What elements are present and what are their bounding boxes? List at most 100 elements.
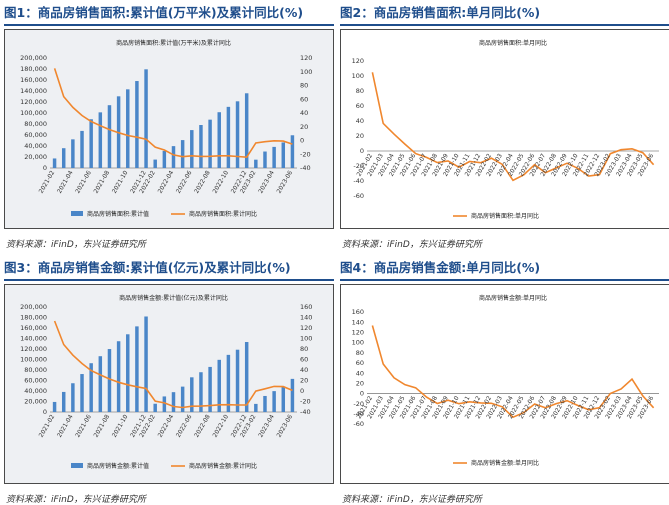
bar <box>80 374 84 412</box>
bar <box>263 395 267 412</box>
bar <box>254 159 258 168</box>
x-tick-label: 2022-06 <box>175 413 194 438</box>
bar <box>217 359 221 412</box>
bar <box>61 148 66 168</box>
y2-tick-label: 100 <box>300 335 312 343</box>
legend-line-label: 商品房销售金额:累计同比 <box>189 462 257 470</box>
y-tick-label: 100 <box>352 339 364 347</box>
bar <box>226 354 231 412</box>
y2-tick-label: 100 <box>300 68 312 76</box>
y-tick-label: 80,000 <box>24 366 47 374</box>
bar <box>98 356 103 412</box>
bar <box>162 150 167 168</box>
y2-tick-label: 80 <box>300 82 308 90</box>
y2-tick-label: 40 <box>300 366 308 374</box>
bar <box>171 146 176 168</box>
bar <box>135 81 139 168</box>
bar <box>61 391 66 412</box>
chart-title: 商品房销售金额:累计值(亿元)及累计同比 <box>119 294 228 302</box>
x-tick-label: 2021-10 <box>111 169 130 194</box>
y-tick-label: 0 <box>43 408 47 416</box>
legend-bar-label: 商品房销售面积:累计值 <box>87 210 149 218</box>
bar <box>226 106 231 168</box>
legend-bar-swatch <box>71 463 83 468</box>
bar <box>263 151 267 168</box>
x-tick-label: 2021-06 <box>74 169 93 194</box>
y-tick-label: 80,000 <box>24 120 47 128</box>
bar <box>272 391 276 412</box>
x-tick-label: 2023-04 <box>257 169 276 194</box>
legend-line-label: 商品房销售面积:单月同比 <box>471 212 539 220</box>
y2-tick-label: 80 <box>300 345 308 353</box>
bar <box>199 125 203 168</box>
x-tick-label: 2022-08 <box>193 413 212 438</box>
figure-2-source: 资料来源：iFinD，东兴证券研究所 <box>342 240 482 250</box>
y-tick-label: -20 <box>353 400 364 408</box>
y-tick-label: 0 <box>43 164 47 172</box>
bar <box>171 392 176 412</box>
bar <box>217 112 221 168</box>
bar <box>180 386 185 412</box>
chart-title: 商品房销售金额:单月同比 <box>479 294 547 302</box>
bar <box>116 341 121 412</box>
legend-bar-label: 商品房销售金额:累计值 <box>87 462 149 470</box>
series-line <box>371 325 655 419</box>
y2-tick-label: 40 <box>300 109 308 117</box>
y2-tick-label: -40 <box>300 408 311 416</box>
y-tick-label: 0 <box>360 390 364 398</box>
y-tick-label: 40,000 <box>24 387 47 395</box>
y2-tick-label: 160 <box>300 303 312 311</box>
bar <box>80 130 84 168</box>
bar <box>89 119 93 168</box>
bar <box>281 386 286 412</box>
figure-1-chart-box: 商品房销售面积:累计值(万平米)及累计同比 0 20,000 40,000 60,000… <box>4 29 334 229</box>
bar <box>144 69 148 168</box>
y2-tick-label: -40 <box>300 164 311 172</box>
bar <box>153 159 157 168</box>
chart-title: 商品房销售面积:累计值(万平米)及累计同比 <box>116 39 231 47</box>
x-tick-label: 2022-10 <box>212 169 231 194</box>
y-tick-label: 60 <box>356 102 364 110</box>
y2-tick-label: 120 <box>300 54 312 62</box>
x-tick-label: 2021-10 <box>111 413 130 438</box>
y-tick-label: -20 <box>353 162 364 170</box>
bar <box>190 377 194 412</box>
bar <box>153 403 157 412</box>
y2-tick-label: 0 <box>300 387 304 395</box>
x-tick-label: 2022-08 <box>193 169 212 194</box>
bar <box>135 326 139 412</box>
x-tick-label: 2023-06 <box>276 413 295 438</box>
bar <box>107 105 112 168</box>
bar <box>107 349 112 412</box>
bar <box>290 135 295 168</box>
legend-line-label: 商品房销售金额:单月同比 <box>471 459 539 467</box>
figure-2-heading: 图2：商品房销售面积:单月同比(%) <box>340 2 669 26</box>
x-tick-label: 2022-04 <box>157 413 176 438</box>
y-tick-label: 120 <box>352 57 364 65</box>
y-tick-label: 100 <box>352 72 364 80</box>
y-tick-label: 100,000 <box>20 356 47 364</box>
x-tick-label: 2021-02 <box>38 413 57 438</box>
bar <box>244 342 249 412</box>
bar <box>71 383 75 412</box>
series-line <box>53 320 293 409</box>
y-tick-label: -60 <box>353 420 364 428</box>
y-tick-label: -40 <box>353 410 364 418</box>
y-tick-label: 200,000 <box>20 303 47 311</box>
x-tick-label: 2023-04 <box>257 413 276 438</box>
y2-tick-label: 140 <box>300 314 312 322</box>
x-tick-label: 2021-08 <box>93 413 112 438</box>
chart-title: 商品房销售面积:单月同比 <box>479 39 547 47</box>
y-tick-label: 60,000 <box>24 377 47 385</box>
figure-3-chart: 商品房销售金额:累计值(亿元)及累计同比 0 20,000 40,000 60,000 8… <box>20 294 312 470</box>
bar <box>208 119 212 168</box>
bar <box>290 378 295 412</box>
figure-4-chart-box: 商品房销售金额:单月同比 -60 -40 -20 0 20 40 60 80 100 120 140 1… <box>340 284 669 484</box>
figure-1-chart: 商品房销售面积:累计值(万平米)及累计同比 0 20,000 40,000 60,000… <box>20 39 312 218</box>
y-tick-label: 100,000 <box>20 109 47 117</box>
bar <box>144 316 148 412</box>
figure-3-chart-box: 商品房销售金额:累计值(亿元)及累计同比 0 20,000 40,000 60,000 8… <box>4 284 334 484</box>
y2-tick-label: -20 <box>300 398 311 406</box>
y-tick-label: 20,000 <box>24 398 47 406</box>
x-tick-label: 2021-04 <box>56 413 75 438</box>
